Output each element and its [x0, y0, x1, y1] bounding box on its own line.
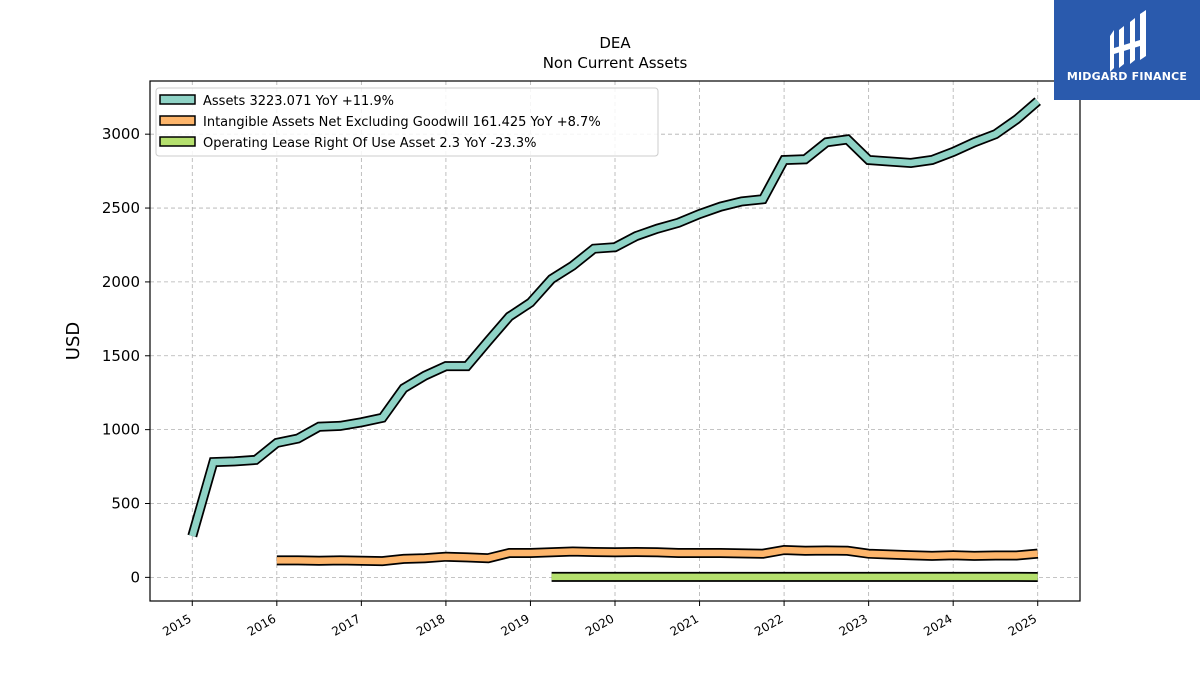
- legend-box: [155, 87, 659, 157]
- series-line: [187, 97, 1041, 538]
- y-tick-label: 2000: [102, 273, 140, 291]
- x-tick-label: 2024: [921, 611, 954, 638]
- x-tick-label: 2021: [668, 611, 701, 638]
- y-tick-label: 0: [130, 568, 140, 586]
- x-tick-label: 2015: [160, 611, 193, 638]
- legend-entry: Assets 3223.071 YoY +11.9%: [203, 94, 394, 109]
- y-tick-label: 1000: [102, 421, 140, 439]
- x-tick-label: 2022: [752, 611, 785, 638]
- x-tick-label: 2025: [1006, 611, 1039, 638]
- chart-subtitle: Non Current Assets: [543, 54, 688, 72]
- brand-logo: MIDGARD FINANCE: [1054, 0, 1200, 100]
- legend-swatch: [159, 115, 196, 126]
- series-line-fill: [276, 546, 1038, 565]
- x-tick-label: 2019: [499, 611, 532, 638]
- legend-entry: Intangible Assets Net Excluding Goodwill…: [203, 115, 601, 130]
- x-tick-label: 2016: [245, 611, 278, 638]
- y-tick-label: 500: [111, 495, 140, 513]
- chart-title: DEA: [599, 34, 631, 52]
- y-tick-label: 2500: [102, 199, 140, 217]
- brand-name: MIDGARD FINANCE: [1066, 70, 1188, 83]
- y-axis: 0 500 1000 1500 2000 2500 3000: [102, 125, 150, 586]
- series-layer: [187, 97, 1041, 582]
- x-tick-label: 2018: [414, 611, 447, 638]
- legend-entry: Operating Lease Right Of Use Asset 2.3 Y…: [203, 136, 536, 151]
- legend: Assets 3223.071 YoY +11.9% Intangible Ass…: [155, 87, 659, 157]
- logo-mark-icon: [1054, 0, 1200, 100]
- y-axis-label: USD: [63, 322, 84, 360]
- x-axis: 2015 2016 2017 2018 2019 2020 2021 2022 2023 2024…: [160, 601, 1039, 639]
- series-line-fill: [189, 98, 1040, 537]
- legend-swatch: [159, 94, 196, 105]
- x-tick-label: 2020: [583, 611, 616, 638]
- y-tick-label: 1500: [102, 347, 140, 365]
- y-tick-label: 3000: [102, 125, 140, 143]
- legend-swatch: [159, 136, 196, 147]
- series-line: [276, 544, 1039, 567]
- x-tick-label: 2017: [329, 611, 362, 638]
- x-tick-label: 2023: [837, 611, 870, 638]
